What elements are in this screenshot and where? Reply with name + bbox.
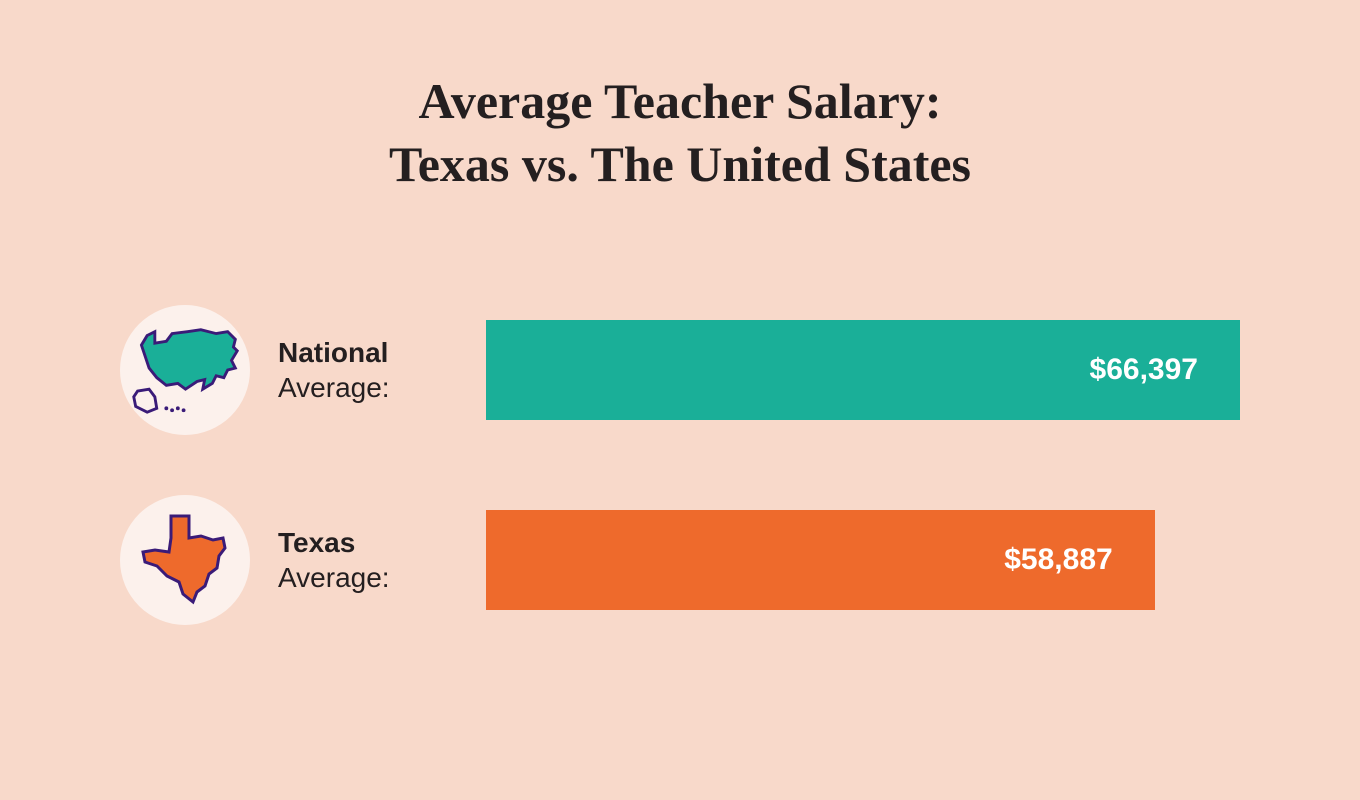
row-national: National Average: $66,397	[120, 305, 1240, 435]
bar-rows: National Average: $66,397 Texas Average:	[120, 305, 1240, 625]
infographic-canvas: Average Teacher Salary: Texas vs. The Un…	[0, 0, 1360, 800]
bar-track-national: $66,397	[486, 320, 1240, 420]
label-national-sub: Average:	[278, 370, 458, 405]
row-texas: Texas Average: $58,887	[120, 495, 1240, 625]
chart-title: Average Teacher Salary: Texas vs. The Un…	[120, 70, 1240, 195]
title-line-1: Average Teacher Salary:	[418, 73, 941, 129]
label-texas-sub: Average:	[278, 560, 458, 595]
texas-icon	[135, 510, 235, 610]
label-national-name: National	[278, 335, 458, 370]
label-texas-name: Texas	[278, 525, 458, 560]
value-texas: $58,887	[1004, 543, 1112, 577]
label-national: National Average:	[278, 335, 458, 405]
value-national: $66,397	[1090, 353, 1198, 387]
usa-icon-circle	[120, 305, 250, 435]
bar-texas: $58,887	[486, 510, 1155, 610]
title-line-2: Texas vs. The United States	[389, 136, 971, 192]
bar-national: $66,397	[486, 320, 1240, 420]
usa-icon	[128, 320, 243, 420]
label-texas: Texas Average:	[278, 525, 458, 595]
texas-icon-circle	[120, 495, 250, 625]
bar-track-texas: $58,887	[486, 510, 1240, 610]
